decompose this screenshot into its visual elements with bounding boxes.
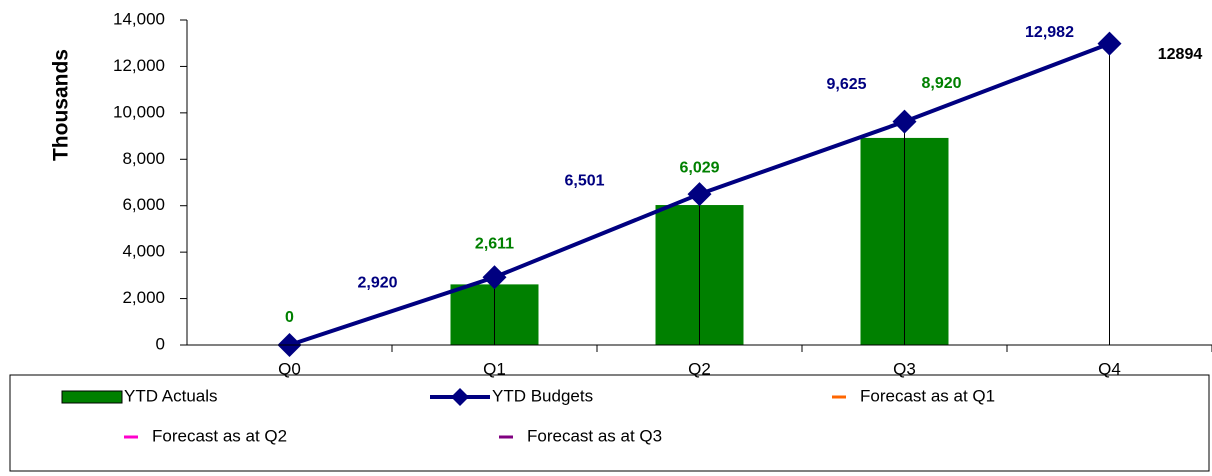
y-tick-label: 4,000 bbox=[122, 242, 165, 261]
value-label: 2,920 bbox=[357, 274, 397, 291]
value-label: 8,920 bbox=[921, 75, 961, 92]
value-label: 6,029 bbox=[679, 159, 719, 176]
legend-label: Forecast as at Q1 bbox=[860, 386, 995, 405]
x-tick-label: Q2 bbox=[688, 359, 711, 378]
x-tick-label: Q3 bbox=[893, 359, 916, 378]
x-tick-label: Q4 bbox=[1098, 359, 1121, 378]
y-axis-title: Thousands bbox=[50, 49, 73, 161]
y-tick-label: 6,000 bbox=[122, 195, 165, 214]
y-tick-label: 10,000 bbox=[113, 102, 165, 121]
y-tick-label: 2,000 bbox=[122, 288, 165, 307]
legend-marker bbox=[451, 388, 469, 406]
legend-label: YTD Actuals bbox=[124, 386, 218, 405]
y-tick-label: 14,000 bbox=[113, 9, 165, 28]
marker bbox=[482, 265, 507, 290]
x-tick-label: Q1 bbox=[483, 359, 506, 378]
y-tick-label: 0 bbox=[156, 334, 165, 353]
value-label: 0 bbox=[285, 309, 294, 326]
y-tick-label: 12,000 bbox=[113, 56, 165, 75]
value-label: 9,625 bbox=[826, 76, 866, 93]
marker bbox=[892, 109, 917, 134]
x-tick-label: Q0 bbox=[278, 359, 301, 378]
legend-label: Forecast as at Q2 bbox=[152, 426, 287, 445]
value-label: 12,982 bbox=[1025, 24, 1074, 41]
y-tick-label: 8,000 bbox=[122, 149, 165, 168]
legend-label: Forecast as at Q3 bbox=[527, 426, 662, 445]
marker bbox=[1097, 31, 1122, 56]
legend-label: YTD Budgets bbox=[492, 386, 593, 405]
value-label: 6,501 bbox=[564, 172, 604, 189]
legend-box bbox=[9, 374, 1210, 472]
legend-swatch bbox=[61, 390, 123, 404]
value-label: 2,611 bbox=[475, 236, 514, 253]
annotation: 12894 bbox=[1158, 46, 1203, 63]
marker bbox=[687, 182, 712, 207]
